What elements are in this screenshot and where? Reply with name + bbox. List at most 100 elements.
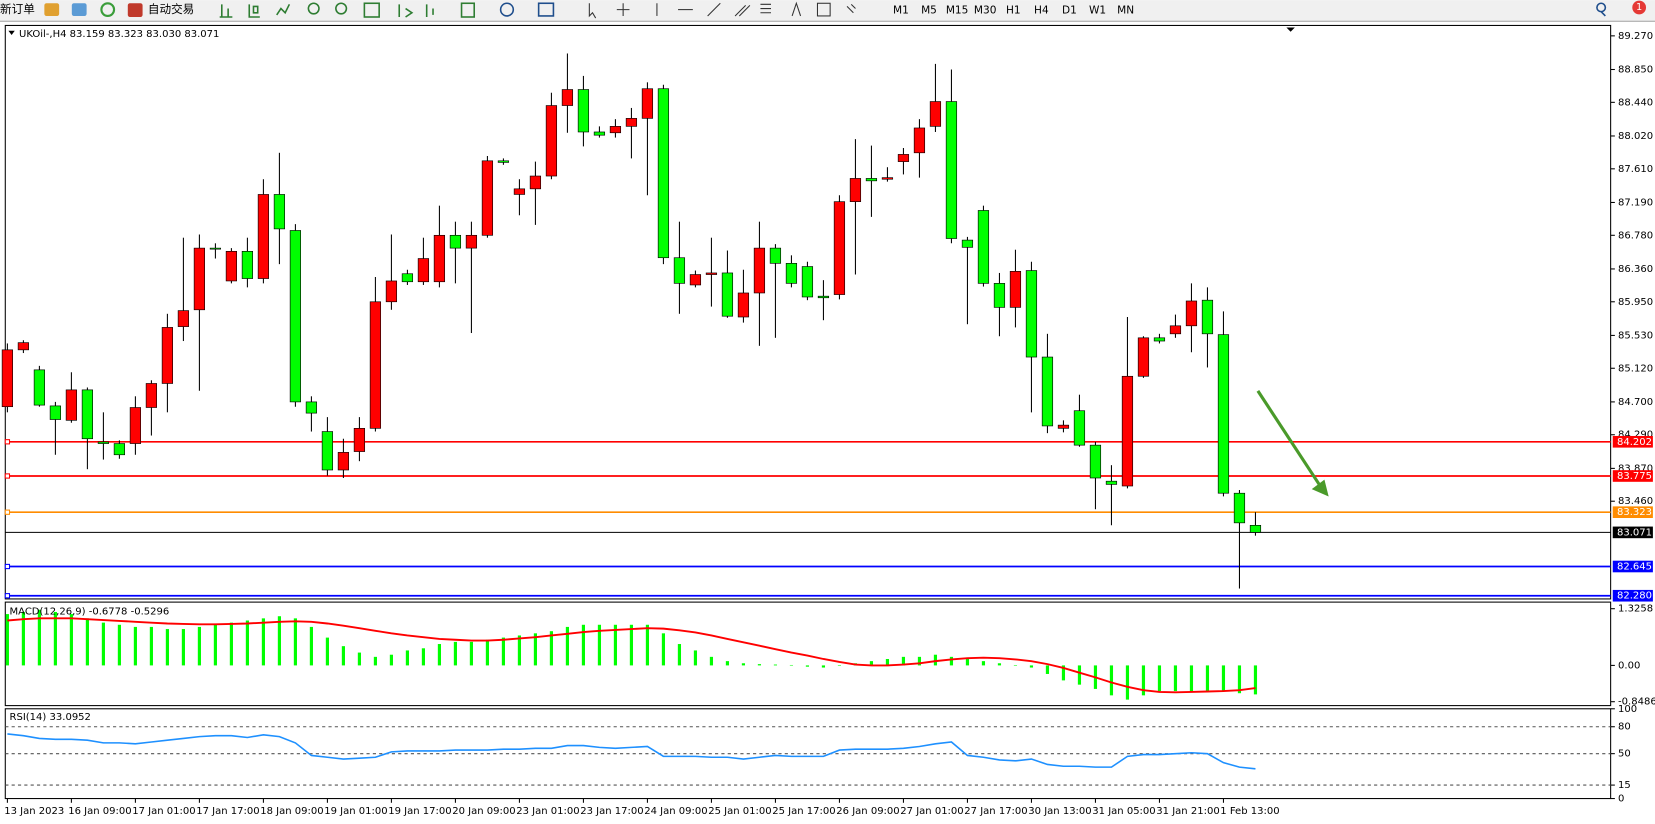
search-icon[interactable] (1596, 2, 1607, 17)
x-tick-label: 25 Jan 17:00 (772, 806, 835, 817)
x-tick-label: 27 Jan 01:00 (900, 806, 963, 817)
arrow-head (1311, 479, 1329, 497)
timeframe-button[interactable]: W1 (1089, 5, 1106, 17)
icon[interactable] (846, 3, 856, 14)
level-handle (4, 509, 11, 515)
macd-bar (1109, 665, 1114, 696)
y-tick-label: 86.780 (1618, 230, 1653, 241)
chart-window (0, 22, 1655, 824)
shift-marker (1286, 27, 1295, 32)
icon[interactable] (707, 2, 721, 17)
candle-body (849, 178, 862, 202)
timeframe-button[interactable]: H4 (1034, 5, 1049, 17)
icon[interactable] (734, 5, 751, 17)
toolbar-icons (219, 2, 555, 18)
y-tick-label: 87.610 (1618, 164, 1653, 175)
timeframe-button[interactable]: MN (1117, 5, 1134, 17)
icon[interactable] (425, 4, 434, 17)
candle-body (81, 389, 93, 440)
icon[interactable] (71, 3, 87, 16)
macd-bar (277, 616, 281, 666)
level-handle (4, 593, 11, 599)
y-tick-label: -0.8486 (1618, 697, 1655, 708)
icon[interactable] (335, 2, 348, 15)
candle-body (753, 247, 766, 294)
notification-badge[interactable] (1632, 0, 1647, 15)
icon[interactable] (588, 3, 597, 19)
level-label-bg (1612, 470, 1653, 482)
icon[interactable] (460, 2, 476, 18)
plot: UKOil-,H4 83.159 83.323 83.030 83.071 89.… (1, 29, 1655, 817)
icon[interactable] (537, 2, 555, 17)
level-label-bg (1612, 435, 1653, 448)
timeframe-button[interactable]: M5 (921, 5, 937, 17)
indicator-title: RSI(14) 33.0952 (10, 712, 91, 723)
level-label: 83.071 (1617, 527, 1652, 538)
macd-bar (37, 609, 41, 666)
y-tick-label: 83.460 (1618, 496, 1653, 507)
macd-bar (133, 626, 137, 666)
candle-body (305, 401, 318, 414)
candle-body (449, 234, 462, 249)
macd-bar (1205, 665, 1210, 692)
macd-panel (4, 601, 1612, 707)
candle-body (241, 251, 254, 279)
candle-body (625, 118, 638, 127)
macd-bar (1253, 665, 1258, 695)
timeframe-button[interactable]: M1 (893, 5, 909, 17)
macd-bar (693, 650, 698, 666)
level-label: 83.323 (1617, 507, 1652, 518)
icon[interactable] (760, 3, 771, 14)
icon[interactable] (499, 2, 515, 17)
icon[interactable] (100, 2, 116, 17)
candle-body (721, 272, 734, 317)
macd-bar (229, 622, 233, 666)
icon[interactable] (307, 2, 320, 15)
y-tick-label: 80 (1618, 722, 1631, 733)
timeframe-button[interactable]: M15 (946, 5, 969, 17)
y-tick-label: 89.270 (1618, 31, 1653, 42)
macd-bar (437, 644, 441, 666)
candle-body (561, 89, 574, 106)
icon[interactable] (616, 3, 630, 16)
timeframe-button[interactable]: M30 (974, 5, 997, 17)
candle-body (113, 443, 125, 456)
auto-trading-button[interactable]: 自动交易 (148, 2, 194, 16)
symbol-menu-arrow[interactable] (8, 30, 15, 35)
new-order-button[interactable]: 新订单 (0, 2, 35, 16)
icon[interactable] (219, 4, 233, 18)
level-label: 82.645 (1617, 562, 1652, 573)
candle-body (1137, 337, 1150, 377)
icon[interactable] (276, 3, 291, 16)
icon[interactable] (363, 2, 380, 18)
macd-bar (645, 624, 650, 666)
macd-bar (597, 624, 602, 666)
candle-body (609, 126, 622, 134)
auto-trading-icon[interactable] (127, 3, 143, 17)
timeframe-button[interactable]: D1 (1062, 5, 1077, 17)
icon[interactable] (398, 4, 414, 18)
macd-bar (757, 664, 762, 666)
candle-body (1073, 410, 1086, 446)
y-tick-label: 83.870 (1618, 463, 1653, 474)
candle-body (1169, 325, 1182, 335)
macd-bar (805, 665, 810, 667)
candle-body (545, 105, 558, 177)
candle-body (769, 247, 782, 264)
icon[interactable] (816, 2, 831, 17)
y-tick-label: 87.190 (1618, 197, 1653, 208)
icon[interactable] (248, 4, 260, 18)
macd-bar (1141, 665, 1146, 696)
x-tick-label: 19 Jan 01:00 (324, 806, 387, 817)
candle-body (1025, 270, 1038, 358)
macd-bar (613, 624, 618, 666)
icon[interactable] (44, 3, 60, 16)
macd-bar (789, 664, 794, 666)
candle-body (1041, 356, 1054, 427)
macd-bar (245, 620, 249, 666)
candle-body (929, 101, 942, 127)
timeframe-button[interactable]: H1 (1006, 5, 1021, 17)
macd-bar (901, 656, 906, 666)
icon[interactable] (791, 1, 802, 17)
